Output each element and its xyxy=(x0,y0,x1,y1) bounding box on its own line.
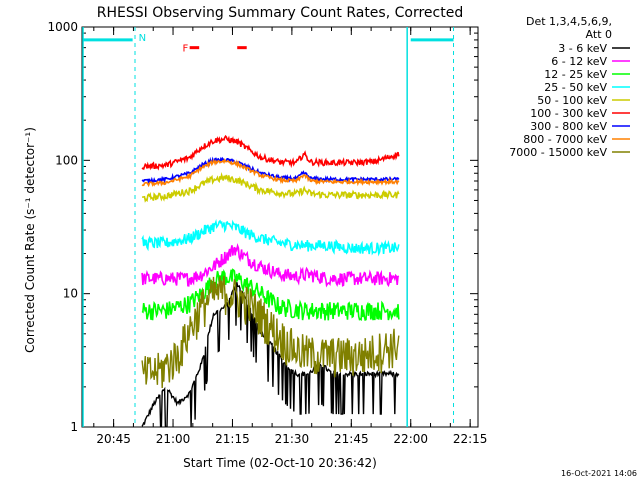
saa-label: N xyxy=(139,33,146,44)
x-tick-label-4: 21:45 xyxy=(334,432,369,446)
x-tick-label-1: 21:00 xyxy=(156,432,191,446)
legend-header-line-1: Det 1,3,4,5,6,9, xyxy=(526,15,612,28)
legend-label-5: 100 - 300 keV xyxy=(530,107,607,120)
x-tick-label-2: 21:15 xyxy=(215,432,250,446)
series-line-5 xyxy=(141,134,400,171)
series-line-1 xyxy=(141,242,400,288)
chart-title: RHESSI Observing Summary Count Rates, Co… xyxy=(97,5,463,21)
legend-label-0: 3 - 6 keV xyxy=(558,42,607,55)
x-axis-label: Start Time (02-Oct-10 20:36:42) xyxy=(183,456,377,470)
series-line-0 xyxy=(141,281,400,427)
y-tick-label-2: 100 xyxy=(55,153,78,167)
series-line-2 xyxy=(141,268,400,321)
x-tick-label-3: 21:30 xyxy=(275,432,310,446)
series-layer xyxy=(141,134,400,427)
y-axis-label: Corrected Count Rate (s⁻¹ detector⁻¹) xyxy=(23,127,37,353)
x-tick-label-5: 22:00 xyxy=(393,432,428,446)
legend-label-4: 50 - 100 keV xyxy=(537,94,607,107)
legend-label-2: 12 - 25 keV xyxy=(544,68,607,81)
series-line-3 xyxy=(141,218,400,257)
series-line-7 xyxy=(141,158,400,188)
series-line-4 xyxy=(142,171,400,203)
legend-header-line-2: Att 0 xyxy=(586,28,612,41)
series-line-8 xyxy=(141,275,400,389)
timestamp-label: 16-Oct-2021 14:06 xyxy=(561,469,637,478)
plot-layer: 20:45 21:00 21:15 21:30 21:45 22:00 22:15 1 10 10… xyxy=(47,20,630,446)
y-tick-label-1: 10 xyxy=(63,287,78,301)
x-tick-label-6: 22:15 xyxy=(453,432,488,446)
x-tick-label-0: 20:45 xyxy=(96,432,131,446)
y-tick-label-0: 1 xyxy=(70,420,78,434)
legend-label-1: 6 - 12 keV xyxy=(551,55,607,68)
legend-label-3: 25 - 50 keV xyxy=(544,81,607,94)
legend-label-6: 300 - 800 keV xyxy=(530,120,607,133)
legend-label-8: 7000 - 15000 keV xyxy=(509,146,607,159)
plot-frame xyxy=(81,26,479,428)
legend-label-7: 800 - 7000 keV xyxy=(523,133,607,146)
y-tick-label-3: 1000 xyxy=(47,20,78,34)
flare-label: F xyxy=(183,44,189,55)
